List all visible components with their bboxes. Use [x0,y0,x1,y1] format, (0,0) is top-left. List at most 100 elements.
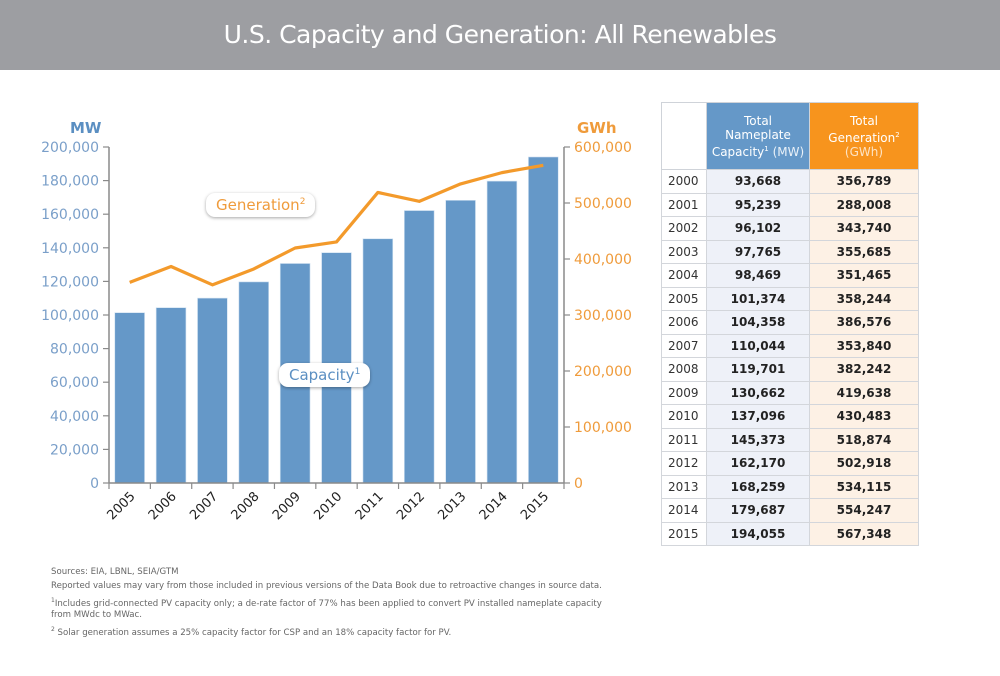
header-generation-unit: (GWh) [844,144,884,159]
footnote-2-sup: 2 [51,625,55,633]
table-row: 2005 101,374 358,244 [661,286,919,311]
row-generation: 386,576 [809,310,919,335]
row-capacity: 93,668 [706,169,810,194]
x-tick-label: 2010 [311,489,345,523]
right-tick-label: 600,000 [574,140,632,156]
row-generation: 288,008 [809,192,919,217]
header-capacity-line3: Capacity [711,144,765,159]
capacity-bar [404,210,435,484]
x-tick-label: 2011 [353,489,387,523]
row-capacity: 95,239 [706,192,810,217]
capacity-callout: Capacity1 [279,363,371,387]
x-tick-label: 2013 [435,489,469,523]
page-title: U.S. Capacity and Generation: All Renewa… [223,20,777,49]
x-tick-label: 2006 [146,489,180,523]
row-year: 2007 [661,333,707,358]
footnote-1-sup: 1 [51,597,55,604]
table-row: 2007 110,044 353,840 [661,333,919,358]
left-axis-unit: MW [70,119,102,137]
table-row: 2002 96,102 343,740 [661,216,919,241]
left-tick-label: 20,000 [50,442,99,458]
table-row: 2014 179,687 554,247 [661,498,919,523]
capacity-callout-label: Capacity [289,366,355,384]
row-generation: 518,874 [809,427,919,452]
generation-line [129,163,544,287]
row-year: 2008 [661,357,707,382]
x-tick-label: 2007 [187,489,221,523]
footnotes: Sources: EIA, LBNL, SEIA/GTM Reported va… [51,567,611,642]
row-generation: 502,918 [809,451,919,476]
left-tick-label: 60,000 [50,375,99,391]
row-year: 2002 [661,216,707,241]
generation-callout: Generation2 [206,193,316,217]
footnote-1: 1Includes grid-connected PV capacity onl… [51,595,611,621]
table-row: 2009 130,662 419,638 [661,380,919,405]
table-row: 2001 95,239 288,008 [661,192,919,217]
row-generation: 430,483 [809,404,919,429]
right-tick-label: 400,000 [574,252,632,268]
x-tick-label: 2008 [229,489,263,523]
row-capacity: 104,358 [706,310,810,335]
table-row: 2008 119,701 382,242 [661,357,919,382]
right-tick-label: 0 [574,476,583,492]
header-generation-line2: Generation [828,130,896,145]
row-generation: 534,115 [809,474,919,499]
x-tick-label: 2015 [518,489,552,523]
capacity-generation-chart: 0 20,000 40,000 60,000 80,000 100,000 120,000 1… [41,119,632,523]
left-tick-label: 200,000 [41,140,99,156]
row-year: 2014 [661,498,707,523]
row-capacity: 97,765 [706,239,810,264]
left-tick-label: 0 [90,476,99,492]
row-capacity: 110,044 [706,333,810,358]
row-capacity: 137,096 [706,404,810,429]
row-year: 2001 [661,192,707,217]
table-row: 2003 97,765 355,685 [661,239,919,264]
right-tick-label: 300,000 [574,308,632,324]
capacity-callout-sup: 1 [354,367,361,377]
row-year: 2013 [661,474,707,499]
row-capacity: 194,055 [706,521,810,546]
header-capacity: Total Nameplate Capacity1 (MW) [706,102,810,170]
row-generation: 358,244 [809,286,919,311]
row-year: 2012 [661,451,707,476]
row-generation: 351,465 [809,263,919,288]
row-year: 2010 [661,404,707,429]
generation-callout-label: Generation [216,196,300,214]
header-capacity-unit: (MW) [768,144,805,159]
header-capacity-line1: Total [743,113,773,128]
header-bar: U.S. Capacity and Generation: All Renewa… [0,0,1000,70]
x-tick-label: 2005 [105,489,139,523]
row-capacity: 162,170 [706,451,810,476]
row-capacity: 145,373 [706,427,810,452]
left-tick-label: 160,000 [41,207,99,223]
reported-note: Reported values may vary from those incl… [51,581,602,591]
capacity-bar [155,307,187,484]
row-year: 2005 [661,286,707,311]
row-generation: 343,740 [809,216,919,241]
header-generation: Total Generation2 (GWh) [809,102,919,170]
capacity-bar [238,281,269,484]
row-capacity: 98,469 [706,263,810,288]
footnote-2: 2 Solar generation assumes a 25% capacit… [51,624,611,639]
left-tick-label: 120,000 [41,274,99,290]
row-year: 2009 [661,380,707,405]
row-generation: 419,638 [809,380,919,405]
row-year: 2011 [661,427,707,452]
left-tick-label: 40,000 [50,409,99,425]
row-generation: 567,348 [809,521,919,546]
table-header-row: Total Nameplate Capacity1 (MW) Total Gen… [661,102,919,170]
table-row: 2004 98,469 351,465 [661,263,919,288]
left-tick-label: 80,000 [50,342,99,358]
row-year: 2006 [661,310,707,335]
footnote-2-text: Solar generation assumes a 25% capacity … [54,627,452,638]
row-year: 2000 [661,169,707,194]
table-row: 2000 93,668 356,789 [661,169,919,194]
row-year: 2004 [661,263,707,288]
header-capacity-sup: 1 [764,144,769,153]
row-capacity: 130,662 [706,380,810,405]
row-generation: 382,242 [809,357,919,382]
capacity-bar [528,156,559,484]
left-tick-label: 180,000 [41,174,99,190]
sources-note: Sources: EIA, LBNL, SEIA/GTM [51,567,179,577]
table-row: 2015 194,055 567,348 [661,521,919,546]
